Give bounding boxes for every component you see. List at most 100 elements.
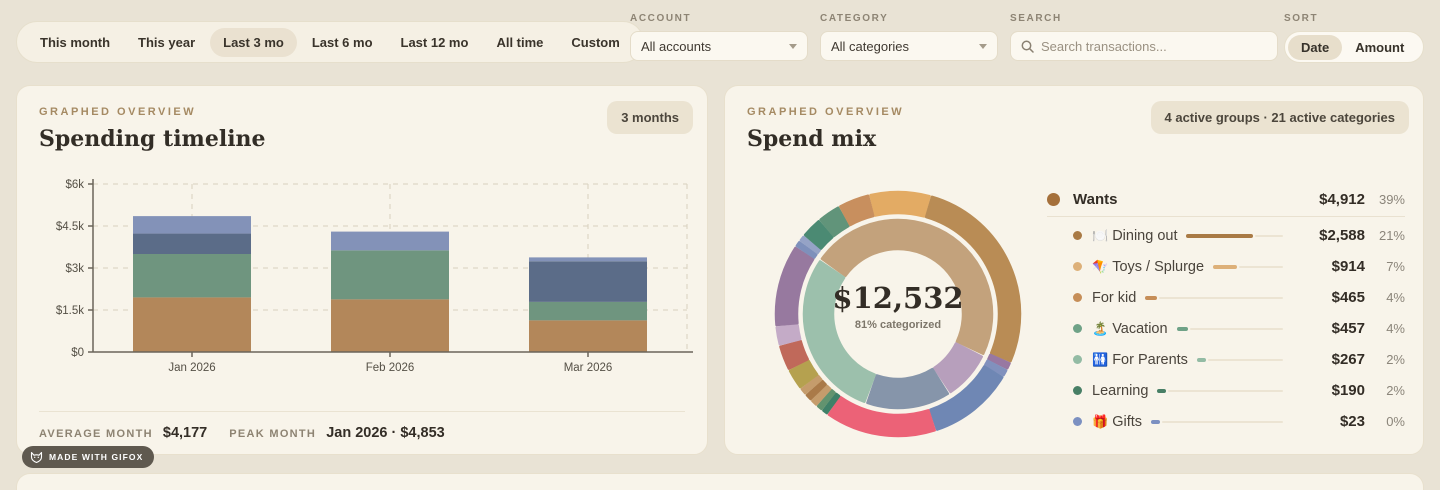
bar-segment-group-tan[interactable] [529,320,647,352]
donut-segment-cat-green-sliver[interactable] [816,389,836,411]
time-range-custom[interactable]: Custom [558,28,632,57]
legend-share-bar [1186,233,1253,238]
legend-value: $2,588 [1319,227,1365,244]
donut-segment-cat-teal[interactable] [803,220,834,250]
donut-segment-cat-blue-sliver[interactable] [984,359,1008,377]
legend-group-row-wants[interactable]: Wants $4,912 39% [1047,184,1405,214]
bar-segment-group-green[interactable] [331,250,449,300]
svg-text:$1.5k: $1.5k [56,305,84,317]
bar-segment-group-periwinkle[interactable] [331,231,449,251]
time-range-last-3-mo[interactable]: Last 3 mo [210,27,297,57]
timeline-range-badge: 3 months [607,101,693,134]
donut-segment-group-tan[interactable] [820,218,994,355]
time-range-last-12-mo[interactable]: Last 12 mo [388,28,482,57]
donut-segment-cat-rose[interactable] [827,395,936,438]
chevron-down-icon [979,43,987,49]
legend-percent: 2% [1386,352,1405,367]
spend-mix-donut[interactable]: $12,532 81% categorized [766,182,1030,446]
donut-segment-cat-amber[interactable] [869,190,931,218]
account-label: ACCOUNT [630,13,692,24]
sort-option-date[interactable]: Date [1288,34,1343,60]
legend-label: Wants [1073,190,1118,208]
for-parents-emoji-icon: 🚻 [1092,351,1109,367]
made-with-gifox-badge[interactable]: MADE WITH GIFOX [22,446,155,468]
legend-dot [1073,324,1082,333]
mix-active-badge: 4 active groups · 21 active categories [1150,101,1409,134]
legend-item-row-for-parents[interactable]: 🚻 For Parents $267 2% [1047,344,1405,375]
donut-segment-cat-camel[interactable] [924,195,1022,363]
svg-text:$3k: $3k [65,263,84,275]
legend-share-bar [1157,388,1167,393]
bar-segment-group-tan[interactable] [133,297,251,352]
spend-mix-card: GRAPHED OVERVIEW Spend mix 4 active grou… [724,85,1424,455]
donut-segment-cat-brown-sliver[interactable] [805,379,827,401]
account-select[interactable]: All accounts [630,31,808,61]
donut-segment-cat-tan-sliver[interactable] [811,384,832,406]
timeline-stats: AVERAGE MONTH $4,177 PEAK MONTH Jan 2026… [39,425,457,441]
svg-text:$6k: $6k [65,179,84,191]
time-range-last-6-mo[interactable]: Last 6 mo [299,28,386,57]
legend-value: $23 [1339,413,1365,430]
bar-segment-group-green[interactable] [133,254,251,298]
legend-item-row-learning[interactable]: Learning $190 2% [1047,375,1405,406]
bar-segment-group-tan[interactable] [331,299,449,352]
account-filter-group: ACCOUNT All accounts [630,13,808,61]
legend-dot [1073,355,1082,364]
legend-value: $465 [1331,289,1365,306]
bar-segment-group-periwinkle[interactable] [133,216,251,234]
mix-legend: Wants $4,912 39% 🍽️ Dining out $2,588 21% 🪁 Toys… [1047,184,1405,437]
timeline-chart[interactable]: $0 $1.5k $3k $4.5k $6k Jan 2026 Feb 2026 Mar 20… [31,174,701,388]
donut-segment-cat-green[interactable] [819,206,850,238]
legend-label: For Parents [1112,351,1188,368]
search-icon [1021,40,1034,53]
category-select[interactable]: All categories [820,31,998,61]
legend-percent: 0% [1386,414,1405,429]
chevron-down-icon [789,43,797,49]
bar-segment-group-slate[interactable] [133,233,251,254]
donut-segment-cat-blue-sliver-3[interactable] [799,235,821,255]
donut-segment-cat-steel-blue[interactable] [929,365,1004,431]
vacation-emoji-icon: 🏝️ [1092,320,1109,336]
legend-share-track [1159,296,1283,299]
legend-share-track [1254,234,1283,237]
legend-item-row-toys-splurge[interactable]: 🪁 Toys / Splurge $914 7% [1047,251,1405,282]
bar-segment-group-periwinkle[interactable] [529,257,647,262]
donut-segment-cat-light-mauve[interactable] [775,324,802,346]
legend-item-row-dining-out[interactable]: 🍽️ Dining out $2,588 21% [1047,220,1405,251]
legend-item-row-for-kid[interactable]: For kid $465 4% [1047,282,1405,313]
gifox-label: MADE WITH GIFOX [49,452,144,462]
legend-percent: 4% [1386,321,1405,336]
time-range-all-time[interactable]: All time [483,28,556,57]
donut-segment-cat-tan-sliver-2[interactable] [800,374,823,395]
donut-segment-cat-olive[interactable] [788,359,819,389]
search-input[interactable] [1041,38,1267,54]
donut-segment-group-seafoam[interactable] [802,260,876,404]
search-group: SEARCH [1010,13,1278,61]
legend-share-track [1162,420,1283,423]
legend-share-track [1168,389,1283,392]
donut-segment-cat-purple-sliver[interactable] [987,353,1011,370]
legend-item-row-vacation[interactable]: 🏝️ Vacation $457 4% [1047,313,1405,344]
donut-segment-group-mauve[interactable] [933,342,983,394]
legend-value: $4,912 [1319,190,1365,208]
bar-segment-group-green[interactable] [529,301,647,321]
legend-dot [1047,192,1060,206]
category-select-value: All categories [831,38,910,54]
bar-segment-group-slate[interactable] [529,261,647,302]
donut-segment-cat-blue-sliver-2[interactable] [795,241,818,259]
legend-percent: 21% [1378,228,1405,243]
time-range-this-month[interactable]: This month [27,28,123,57]
donut-segment-cat-teal-sliver[interactable] [822,392,841,415]
legend-label: Learning [1092,382,1149,399]
donut-segment-cat-purple[interactable] [774,246,815,327]
account-select-value: All accounts [641,38,712,54]
average-month-value: $4,177 [162,425,208,441]
sort-option-amount[interactable]: Amount [1342,35,1417,60]
donut-segment-cat-terracotta[interactable] [779,339,809,370]
legend-share-bar [1213,264,1237,269]
donut-segment-cat-copper[interactable] [839,194,875,227]
donut-segment-group-slate[interactable] [866,367,950,410]
legend-item-row-gifts[interactable]: 🎁 Gifts $23 0% [1047,406,1405,437]
dining-out-emoji-icon: 🍽️ [1092,227,1109,243]
time-range-this-year[interactable]: This year [125,28,208,57]
